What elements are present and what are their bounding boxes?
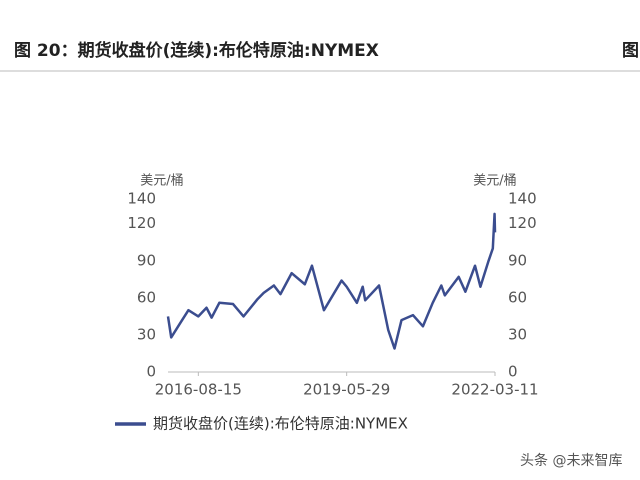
- y2-tick-label: 120: [508, 214, 537, 232]
- y-tick-label: 140: [127, 190, 156, 208]
- y-tick-label: 30: [137, 325, 156, 343]
- figure-title: 图 20：期货收盘价(连续):布伦特原油:NYMEX: [14, 40, 379, 61]
- x-tick-label: 2019-05-29: [303, 381, 390, 399]
- y-tick-label: 0: [146, 363, 156, 381]
- y2-tick-label: 140: [508, 190, 537, 208]
- y2-tick-label: 0: [508, 363, 518, 381]
- y2-axis-label: 美元/桶: [473, 174, 516, 189]
- y-axis-label: 美元/桶: [140, 174, 183, 189]
- x-tick-label: 2016-08-15: [155, 381, 242, 399]
- y-tick-label: 90: [137, 251, 156, 269]
- y2-tick-label: 60: [508, 288, 527, 306]
- y-tick-label: 60: [137, 288, 156, 306]
- y2-tick-label: 90: [508, 251, 527, 269]
- legend-label: 期货收盘价(连续):布伦特原油:NYMEX: [153, 415, 408, 433]
- price-line: [166, 212, 497, 350]
- y-tick-label: 120: [127, 214, 156, 232]
- next-figure-title: 图: [622, 41, 639, 61]
- x-tick-label: 2022-03-11: [451, 381, 538, 399]
- y2-tick-label: 30: [508, 325, 527, 343]
- watermark: 头条 @未来智库: [520, 452, 622, 469]
